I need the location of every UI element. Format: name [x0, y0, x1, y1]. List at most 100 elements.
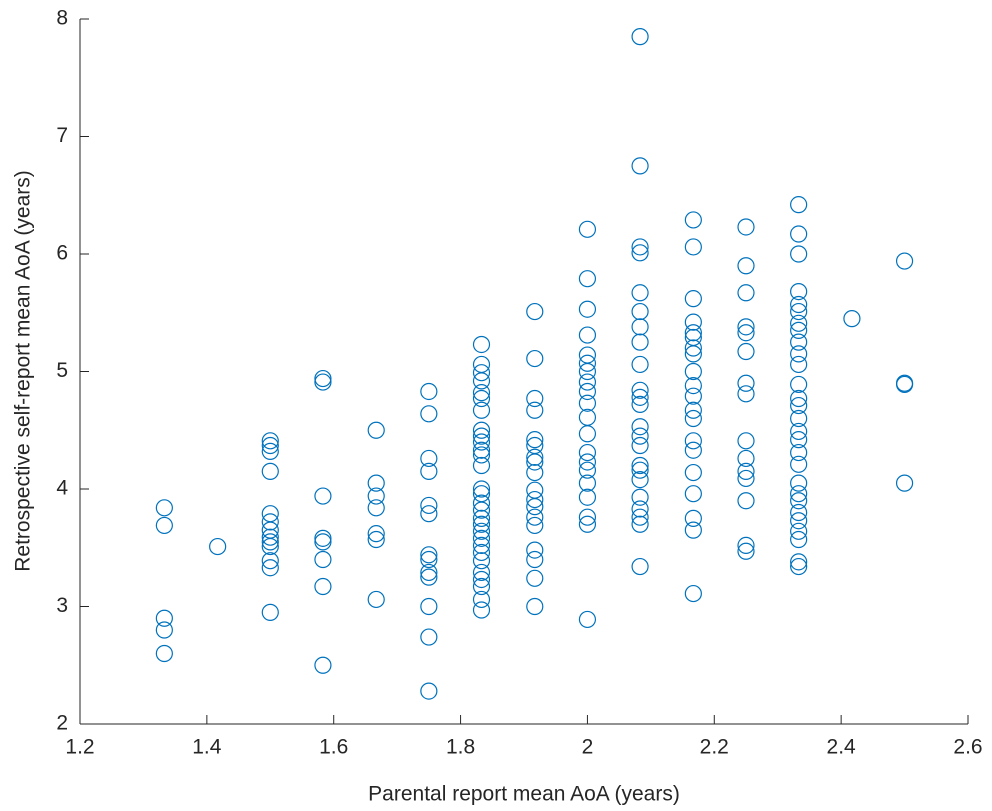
point [526, 597, 544, 616]
point [526, 431, 544, 449]
point [472, 456, 491, 475]
point [420, 568, 438, 586]
point [261, 462, 279, 480]
point [790, 283, 808, 301]
point [684, 387, 702, 405]
point [420, 496, 438, 515]
point [684, 339, 702, 357]
point [420, 563, 438, 582]
point [684, 485, 702, 503]
point [790, 503, 808, 522]
point [314, 656, 332, 674]
point [631, 333, 649, 351]
point [472, 480, 491, 498]
point [526, 550, 544, 569]
point [420, 382, 438, 401]
point [472, 563, 491, 582]
point [155, 499, 173, 517]
point [631, 418, 649, 436]
point [737, 542, 755, 560]
point [684, 211, 702, 229]
point [314, 529, 332, 547]
point [631, 244, 649, 262]
point [790, 321, 808, 339]
point [526, 498, 544, 516]
point [631, 28, 649, 46]
point [631, 557, 649, 576]
point [420, 597, 438, 616]
point [578, 382, 597, 401]
point [684, 463, 702, 482]
point [737, 284, 755, 302]
point [790, 314, 808, 332]
point [472, 441, 491, 459]
point [578, 610, 597, 629]
point [472, 509, 491, 527]
point [472, 433, 491, 451]
point [790, 245, 808, 263]
x-tick-label: 2.2 [700, 736, 729, 759]
point [631, 381, 649, 399]
point [895, 474, 914, 492]
point [472, 515, 491, 533]
y-tick-label: 2 [56, 712, 68, 735]
point [684, 401, 702, 419]
point [526, 516, 544, 535]
point [631, 395, 649, 413]
point [631, 515, 649, 533]
point [790, 396, 808, 415]
point [472, 570, 491, 589]
point [472, 485, 491, 503]
point [737, 469, 755, 488]
point [578, 443, 597, 462]
point [472, 601, 491, 619]
point [314, 577, 332, 596]
point [367, 421, 385, 439]
y-tick-label: 4 [56, 477, 68, 500]
point [684, 238, 702, 256]
x-tick-label: 2.4 [827, 736, 857, 759]
point [578, 515, 597, 533]
point [526, 389, 544, 408]
point [526, 481, 544, 499]
point [895, 375, 914, 394]
point [790, 422, 808, 441]
point [631, 456, 649, 475]
point [790, 302, 808, 321]
point [790, 512, 808, 530]
point [684, 313, 702, 331]
point [895, 252, 914, 270]
point [790, 485, 808, 503]
y-tick-label: 6 [56, 242, 68, 265]
point [526, 453, 544, 471]
point [684, 432, 702, 450]
point [578, 373, 597, 391]
point [261, 552, 279, 570]
point [578, 270, 597, 288]
point [261, 528, 279, 546]
x-tick-label: 1.4 [192, 736, 222, 759]
point [684, 584, 702, 603]
point [790, 474, 808, 492]
y-tick-label: 3 [56, 594, 68, 617]
point [420, 628, 438, 646]
point [578, 425, 597, 443]
x-axis-label: Parental report mean AoA (years) [368, 783, 680, 806]
point [472, 401, 491, 419]
point [314, 533, 332, 551]
point [472, 577, 491, 596]
point [578, 354, 597, 372]
point [578, 461, 597, 479]
point [578, 394, 597, 412]
point [472, 372, 491, 390]
point [526, 490, 544, 509]
point [155, 516, 173, 535]
point [631, 508, 649, 526]
point [737, 257, 755, 275]
point [631, 238, 649, 256]
point [314, 487, 332, 505]
point [526, 541, 544, 559]
point [472, 529, 491, 547]
point [155, 621, 173, 639]
point [790, 389, 808, 408]
